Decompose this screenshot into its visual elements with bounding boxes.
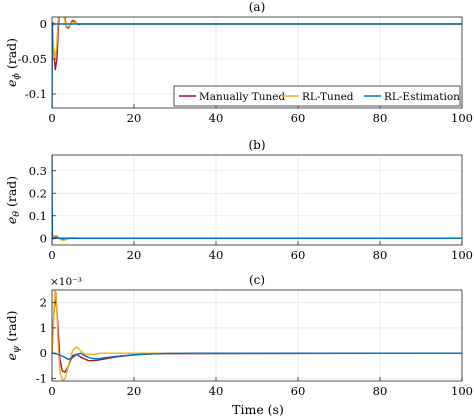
axes-box bbox=[51, 154, 463, 246]
legend-entry: RL-Estimation bbox=[384, 91, 460, 103]
y-axis-label-unit: (rad) bbox=[4, 176, 19, 211]
axes-box bbox=[51, 16, 463, 109]
x-tick-label: 80 bbox=[373, 384, 388, 398]
y-tick-label: 1 bbox=[40, 321, 47, 335]
x-tick-label: 20 bbox=[127, 384, 142, 398]
series-line-manually-tuned bbox=[52, 291, 462, 373]
y-tick-label: 0.2 bbox=[29, 186, 47, 200]
x-tick-label: 60 bbox=[291, 384, 306, 398]
panel-title: (a) bbox=[249, 0, 266, 14]
series-line-rl-estimation bbox=[52, 352, 462, 361]
series-line-rl-tuned bbox=[52, 17, 462, 60]
x-tick-label: 100 bbox=[451, 384, 473, 398]
x-axis-label: Time (s) bbox=[232, 402, 284, 417]
y-axis-label-subscript: ψ bbox=[11, 345, 22, 353]
panel-2: 0 20 40 60 80 100 0.3 0.2 0.1 0 (b) eθ (rad) bbox=[4, 138, 473, 262]
legend: Manually Tuned RL-Tuned RL-Estimation bbox=[173, 85, 461, 107]
x-tick-label: 20 bbox=[127, 111, 142, 125]
y-axis-label-subscript: θ bbox=[11, 211, 22, 217]
legend-entry: Manually Tuned bbox=[199, 91, 286, 103]
panel-title: (b) bbox=[248, 138, 265, 152]
series-group bbox=[52, 290, 462, 381]
panel-1: 0 20 40 60 80 100 0 -0.05 -0.1 (a) eϕ (rad) Manuall… bbox=[4, 0, 473, 125]
y-axis-label: eϕ (rad) bbox=[4, 38, 22, 87]
x-tick-label: 100 bbox=[451, 248, 473, 262]
x-tick-label: 0 bbox=[48, 248, 55, 262]
y-axis-label: eθ (rad) bbox=[4, 176, 22, 224]
x-tick-label: 60 bbox=[291, 111, 306, 125]
y-tick-label: -0.05 bbox=[18, 52, 48, 66]
x-tick-label: 40 bbox=[209, 248, 224, 262]
series-line-rl-tuned bbox=[52, 290, 462, 381]
y-axis-label-symbol: e bbox=[4, 217, 19, 224]
x-tick-label: 40 bbox=[209, 384, 224, 398]
y-axis-label-symbol: e bbox=[4, 353, 19, 360]
y-tick-label: 0.3 bbox=[29, 164, 47, 178]
y-tick-label: -1 bbox=[36, 371, 47, 385]
y-axis-label-symbol: e bbox=[4, 80, 19, 87]
y-tick-label: 0 bbox=[40, 346, 47, 360]
panel-title: (c) bbox=[249, 273, 265, 287]
y-tick-label: 2 bbox=[40, 296, 47, 310]
x-tick-label: 0 bbox=[48, 384, 55, 398]
y-tick-label: 0 bbox=[40, 17, 47, 31]
y-axis-label-subscript: ϕ bbox=[11, 73, 22, 80]
legend-box bbox=[173, 85, 461, 107]
x-tick-label: 80 bbox=[373, 248, 388, 262]
x-tick-label: 20 bbox=[127, 248, 142, 262]
x-tick-label: 0 bbox=[48, 111, 55, 125]
axes-box bbox=[51, 289, 463, 382]
x-tick-label: 40 bbox=[209, 111, 224, 125]
x-tick-label: 100 bbox=[451, 111, 473, 125]
y-tick-label: 0.1 bbox=[29, 209, 47, 223]
series-group bbox=[52, 155, 462, 241]
y-axis-label: eψ (rad) bbox=[4, 310, 22, 360]
y-axis-label-unit: (rad) bbox=[4, 310, 19, 345]
legend-entry: RL-Tuned bbox=[302, 91, 354, 103]
y-axis-exponent: ×10⁻³ bbox=[50, 276, 82, 288]
series-line-rl-estimation bbox=[52, 155, 462, 240]
y-tick-label: 0 bbox=[40, 231, 47, 245]
y-tick-label: -0.1 bbox=[25, 87, 47, 101]
y-axis-label-unit: (rad) bbox=[4, 38, 19, 73]
x-tick-label: 60 bbox=[291, 248, 306, 262]
x-tick-label: 80 bbox=[373, 111, 388, 125]
